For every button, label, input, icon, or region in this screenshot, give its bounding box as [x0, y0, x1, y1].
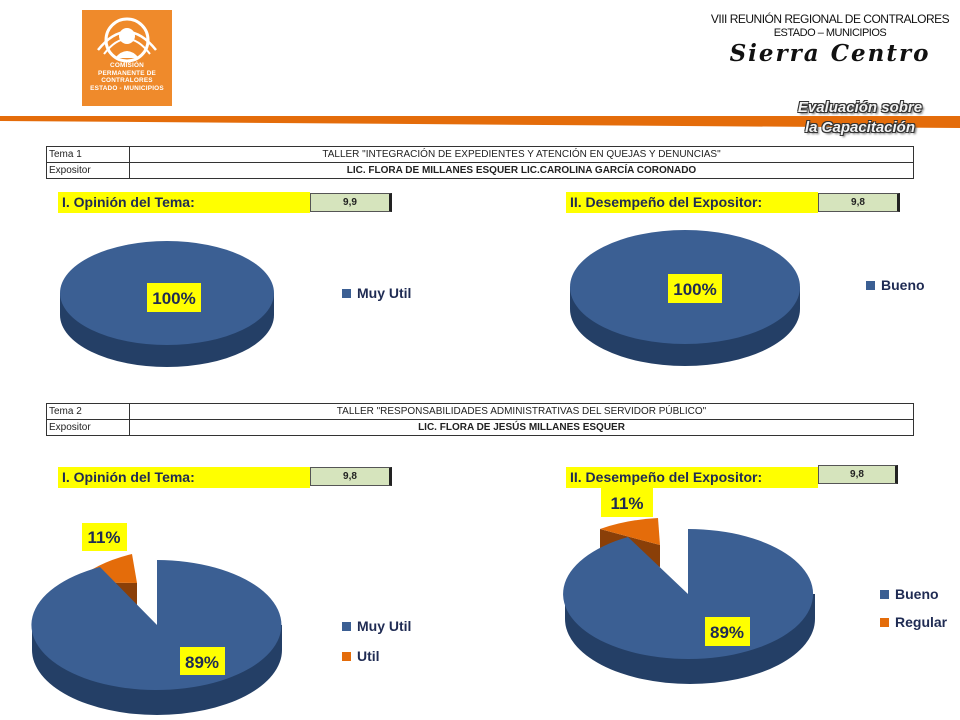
desempeno-score: 9,8 — [818, 465, 898, 484]
expositor-label: Expositor — [46, 162, 130, 179]
tema-label: Tema 1 — [46, 146, 130, 163]
tema-label: Tema 2 — [46, 403, 130, 420]
table-row: Expositor LIC. FLORA DE JESÚS MILLANES E… — [46, 419, 914, 436]
opinion-score: 9,9 — [310, 193, 392, 212]
data-label: 100% — [152, 289, 195, 308]
table-row: Expositor LIC. FLORA DE MILLANES ESQUER … — [46, 162, 914, 179]
desempeno-score: 9,8 — [818, 193, 900, 212]
data-label-box — [147, 283, 201, 312]
data-label-box — [705, 617, 750, 646]
table-row: Tema 1 TALLER "INTEGRACIÓN DE EXPEDIENTE… — [46, 146, 914, 163]
data-label: 11% — [610, 494, 643, 513]
expositor-value: LIC. FLORA DE MILLANES ESQUER LIC.CAROLI… — [129, 162, 914, 179]
expositor-value: LIC. FLORA DE JESÚS MILLANES ESQUER — [129, 419, 914, 436]
legend-item: Bueno — [880, 585, 939, 603]
expositor-label: Expositor — [46, 419, 130, 436]
region-name: Sierra Centro — [729, 40, 931, 67]
data-label-box — [82, 523, 127, 551]
logo-emblem-icon — [97, 17, 157, 63]
legend-item: Bueno — [866, 276, 925, 294]
pie-slice — [600, 518, 660, 545]
legend-item: Muy Util — [342, 284, 411, 302]
data-label: 100% — [673, 280, 716, 299]
data-label: 89% — [710, 623, 744, 642]
opinion-label: I. Opinión del Tema: — [58, 467, 310, 488]
legend-item: Regular — [880, 613, 947, 631]
event-title-line2: ESTADO – MUNICIPIOS — [773, 27, 887, 39]
legend-swatch — [342, 621, 351, 631]
opinion-label: I. Opinión del Tema: — [58, 192, 310, 213]
data-label-box — [668, 274, 722, 303]
pie-chart-4: 11% 89% — [563, 487, 815, 684]
desempeno-label: II. Desempeño del Expositor: — [566, 192, 818, 213]
pie-slice — [563, 529, 814, 659]
legend-item: Muy Util — [342, 617, 411, 635]
legend-swatch — [342, 288, 351, 298]
commission-logo: COMISIÓN PERMANENTE DE CONTRALORES ESTAD… — [82, 10, 172, 106]
data-label-box — [180, 647, 225, 675]
data-label: 89% — [185, 653, 219, 672]
logo-text: COMISIÓN PERMANENTE DE CONTRALORES ESTAD… — [90, 62, 164, 92]
pie-chart-2: 100% — [570, 230, 800, 366]
opinion-score: 9,8 — [310, 467, 392, 486]
legend-swatch — [866, 280, 875, 290]
section-title: Evaluación sobre la Capacitación — [797, 99, 923, 136]
tema-value: TALLER "RESPONSABILIDADES ADMINISTRATIVA… — [129, 403, 914, 420]
legend-swatch — [880, 617, 889, 627]
pie-chart-1: 100% — [60, 241, 274, 367]
data-label: 11% — [87, 528, 120, 547]
legend-item: Util — [342, 647, 380, 665]
pie-chart-3: 89% 11% — [31, 523, 282, 715]
tema-value: TALLER "INTEGRACIÓN DE EXPEDIENTES Y ATE… — [129, 146, 914, 163]
desempeno-label: II. Desempeño del Expositor: — [566, 467, 818, 488]
topic-2-table: Tema 2 TALLER "RESPONSABILIDADES ADMINIS… — [46, 403, 914, 436]
header-swoosh-divider — [0, 116, 960, 128]
event-title-line1: VIII REUNIÓN REGIONAL DE CONTRALORES — [710, 12, 950, 26]
topic-1-table: Tema 1 TALLER "INTEGRACIÓN DE EXPEDIENTE… — [46, 146, 914, 179]
pie-slice — [31, 560, 282, 690]
legend-swatch — [880, 589, 889, 599]
data-label-box — [601, 487, 653, 517]
legend-swatch — [342, 651, 351, 661]
table-row: Tema 2 TALLER "RESPONSABILIDADES ADMINIS… — [46, 403, 914, 420]
